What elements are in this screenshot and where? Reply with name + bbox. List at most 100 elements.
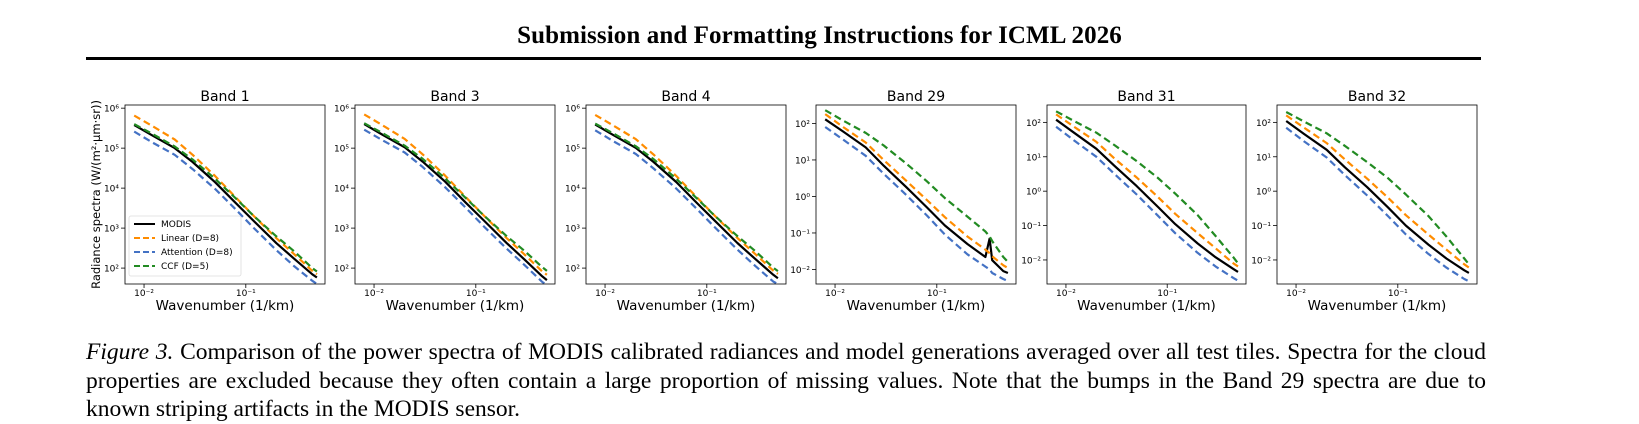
x-axis-label: Wavenumber (1/km) [386,298,525,314]
figure-label: Figure 3. [86,339,174,365]
x-tick-label: 10⁻² [134,289,154,299]
series-line-modis [594,123,779,280]
legend-label: CCF (D=5) [161,262,209,272]
x-tick-label: 10⁻² [595,289,615,299]
y-tick-label: 10¹ [795,156,810,166]
series-line-modis [1285,120,1470,274]
x-tick-label: 10⁻¹ [697,289,717,299]
series-line-linear [133,114,318,276]
x-tick-label: 10⁻¹ [466,289,486,299]
series-line-modis [824,118,1009,275]
figure-caption: Figure 3. Comparison of the power spectr… [86,338,1486,424]
y-tick-label: 10² [795,120,810,130]
y-tick-label: 10⁶ [104,105,119,115]
y-tick-label: 10⁵ [334,145,349,155]
series-line-modis [363,123,548,281]
series-line-ccf [363,122,548,272]
y-tick-label: 10³ [565,225,580,235]
plot-frame [585,104,787,285]
plot-frame [1046,104,1247,285]
y-tick-label: 10² [104,265,119,275]
subplot-title: Band 29 [887,89,945,105]
y-tick-label: 10⁰ [795,193,810,203]
legend-label: MODIS [161,220,191,230]
y-tick-label: 10⁴ [565,185,580,195]
series-line-linear [824,113,1009,269]
series-line-modis [133,124,318,279]
series-line-ccf [1055,110,1239,264]
subplot-title: Band 1 [200,89,249,105]
subplot-3: Band 4 Wavenumber (1/km)10⁻² 10⁻¹ 10² 10³ 10⁴… [565,89,787,314]
x-axis-label: Wavenumber (1/km) [617,298,756,314]
series-line-ccf [594,122,779,272]
plot-frame [815,104,1017,285]
series-line-attention [1055,125,1239,282]
x-axis-label: Wavenumber (1/km) [156,298,295,314]
series-line-linear [1285,114,1470,269]
subplot-title: Band 4 [661,89,710,105]
y-tick-label: 10⁶ [565,105,580,115]
y-tick-label: 10⁻² [1251,256,1271,266]
y-tick-label: 10⁴ [104,185,119,195]
series-line-modis [1055,118,1239,273]
y-tick-label: 10⁻¹ [1251,222,1271,232]
y-tick-label: 10⁻¹ [1021,222,1041,232]
y-tick-label: 10⁻² [1021,256,1041,266]
subplot-title: Band 3 [430,89,479,105]
y-tick-label: 10⁵ [565,145,580,155]
y-tick-label: 10⁶ [334,105,349,115]
subplot-1: Band 1 Wavenumber (1/km) Radiance spectra … [89,89,326,314]
series-line-attention [133,130,318,285]
subplot-title: Band 32 [1348,89,1406,105]
subplot-title: Band 31 [1117,89,1175,105]
x-tick-label: 10⁻¹ [927,289,947,299]
y-tick-label: 10⁻² [790,266,810,276]
x-tick-label: 10⁻² [364,289,384,299]
series-line-attention [594,129,779,285]
y-tick-label: 10⁴ [334,185,349,195]
plot-frame [1276,104,1478,285]
y-tick-label: 10⁰ [1026,188,1041,198]
series-line-linear [594,113,779,275]
series-line-attention [363,128,548,286]
plot-frame [124,104,326,285]
legend-label: Linear (D=8) [161,234,219,244]
x-axis-label: Wavenumber (1/km) [1077,298,1216,314]
y-tick-label: 10¹ [1256,153,1271,163]
header-rule [86,57,1481,60]
series-line-linear [363,113,548,276]
series-line-ccf [133,123,318,273]
caption-text: Comparison of the power spectra of MODIS… [86,339,1487,422]
x-tick-label: 10⁻² [1286,289,1306,299]
series-line-linear [1055,113,1239,268]
spectra-figure: Band 1 Wavenumber (1/km) Radiance spectra … [89,89,1478,314]
legend-label: Attention (D=8) [161,248,233,258]
series-line-ccf [1285,111,1470,265]
y-tick-label: 10⁰ [1256,188,1271,198]
x-tick-label: 10⁻¹ [1157,289,1177,299]
y-tick-label: 10¹ [1026,153,1041,163]
y-tick-label: 10³ [104,225,119,235]
x-axis-label: Wavenumber (1/km) [1308,298,1447,314]
x-tick-label: 10⁻² [1056,289,1076,299]
x-tick-label: 10⁻¹ [1388,289,1408,299]
y-tick-label: 10² [1026,119,1041,129]
series-line-attention [1285,126,1470,283]
series-line-attention [824,126,1009,283]
subplot-2: Band 3 Wavenumber (1/km)10⁻² 10⁻¹ 10² 10³ 10⁴… [334,89,556,314]
legend-box [128,215,242,277]
x-tick-label: 10⁻¹ [236,289,256,299]
plot-frame [354,104,556,285]
y-tick-label: 10² [1256,119,1271,129]
y-axis-label: Radiance spectra (W/(m²·μm·sr)) [89,100,103,289]
y-tick-label: 10³ [334,225,349,235]
x-axis-label: Wavenumber (1/km) [847,298,986,314]
y-tick-label: 10⁻¹ [790,229,810,239]
y-tick-label: 10² [334,265,349,275]
page-header-title: Submission and Formatting Instructions f… [517,22,1122,49]
x-tick-label: 10⁻² [825,289,845,299]
y-tick-label: 10⁵ [104,145,119,155]
